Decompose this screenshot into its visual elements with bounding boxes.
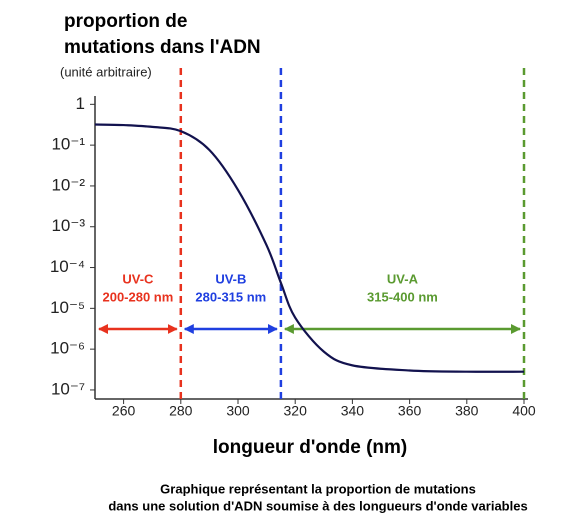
x-tick-label: 320 bbox=[284, 403, 308, 419]
x-tick-label: 280 bbox=[169, 403, 193, 419]
title: proportion de bbox=[64, 11, 187, 32]
y-tick-label: 10⁻³ bbox=[51, 216, 85, 235]
region-name: UV-C bbox=[122, 271, 154, 286]
x-tick-label: 300 bbox=[226, 403, 250, 419]
y-tick-label: 10⁻⁴ bbox=[50, 257, 85, 276]
title: mutations dans l'ADN bbox=[64, 37, 261, 58]
caption: Graphique représentant la proportion de … bbox=[160, 481, 476, 496]
y-tick-label: 1 bbox=[76, 94, 85, 113]
region-range: 280-315 nm bbox=[195, 289, 266, 304]
y-tick-label: 10⁻² bbox=[51, 175, 85, 194]
line-series bbox=[94, 123, 525, 373]
region-range: 200-280 nm bbox=[102, 289, 173, 304]
region-name: UV-A bbox=[387, 271, 419, 286]
x-axis-label: longueur d'onde (nm) bbox=[213, 437, 408, 458]
region-range: 315-400 nm bbox=[367, 289, 438, 304]
x-tick-label: 260 bbox=[112, 403, 136, 419]
y-tick-label: 10⁻⁷ bbox=[51, 379, 85, 398]
x-tick-label: 340 bbox=[341, 403, 365, 419]
y-tick-label: 10⁻¹ bbox=[51, 135, 85, 154]
x-tick-label: 400 bbox=[512, 403, 536, 419]
y-tick-label: 10⁻⁵ bbox=[50, 298, 85, 317]
x-tick-label: 360 bbox=[398, 403, 422, 419]
caption: dans une solution d'ADN soumise à des lo… bbox=[108, 498, 527, 513]
unit-note: (unité arbitraire) bbox=[60, 64, 152, 79]
x-tick-label: 380 bbox=[455, 403, 479, 419]
y-tick-label: 10⁻⁶ bbox=[50, 339, 85, 358]
region-name: UV-B bbox=[215, 271, 246, 286]
